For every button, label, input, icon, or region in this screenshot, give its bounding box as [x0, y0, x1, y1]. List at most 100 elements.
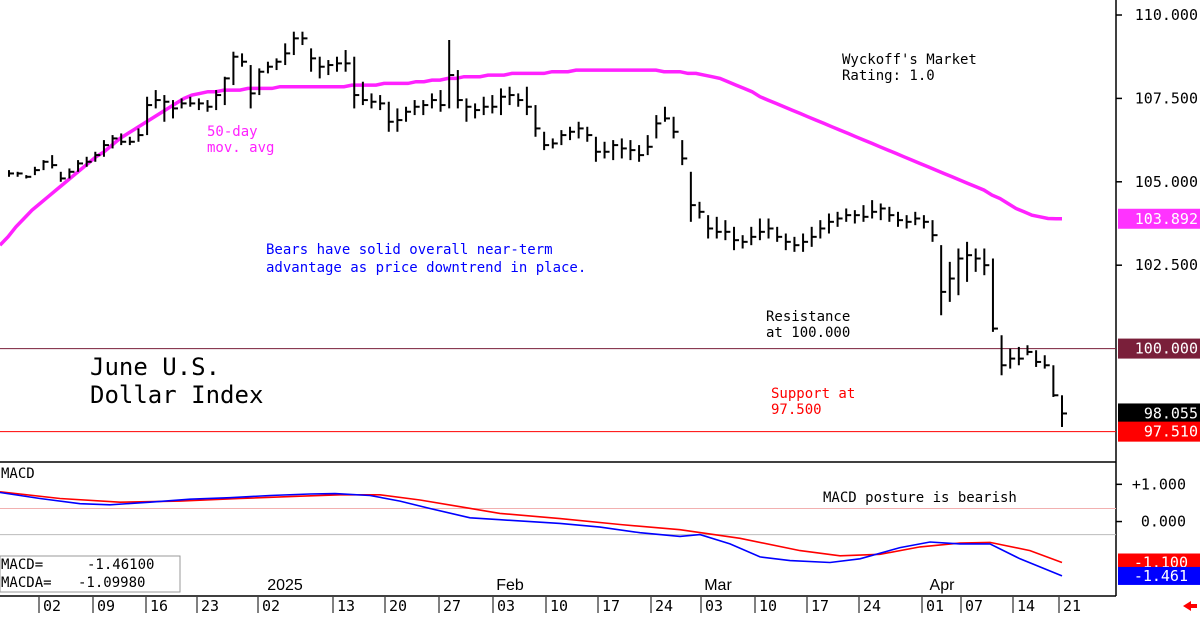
ohlc-bar	[724, 220, 731, 241]
ma-label-line1: 50-day	[207, 124, 258, 140]
ohlc-bar	[1061, 395, 1067, 427]
ohlc-bar	[629, 140, 636, 161]
rating-line1: Wyckoff's Market	[842, 52, 977, 68]
ohlc-bar	[180, 98, 187, 109]
ohlc-bar	[77, 160, 84, 172]
x-day-label: 17	[811, 597, 829, 615]
ohlc-bar	[51, 155, 58, 169]
price-tick-label: 105.000	[1135, 173, 1198, 191]
x-day-label: 10	[550, 597, 568, 615]
macd-tick-label: 0.000	[1141, 513, 1186, 531]
macd-panel-title: MACD	[1, 466, 35, 482]
ohlc-bar	[810, 226, 817, 247]
left-arrow-icon[interactable]	[1183, 601, 1197, 611]
ohlc-bar	[948, 261, 955, 302]
ohlc-bar	[258, 68, 265, 96]
ohlc-bar	[793, 236, 800, 252]
ohlc-bar	[499, 88, 506, 116]
ohlc-bar	[335, 56, 342, 72]
ohlc-bar	[422, 100, 429, 116]
ohlc-bar	[620, 138, 627, 159]
x-day-label: 16	[150, 597, 168, 615]
ohlc-bar	[689, 171, 696, 222]
ohlc-bar	[456, 70, 463, 109]
ohlc-bar	[991, 258, 998, 332]
x-month-label: Mar	[704, 577, 732, 594]
ohlc-bar	[663, 106, 670, 122]
ohlc-bar	[957, 248, 964, 296]
ohlc-bar	[85, 156, 92, 167]
macda-readout-label: MACDA=	[1, 575, 52, 591]
ohlc-bar	[310, 48, 317, 72]
ohlc-bar	[1009, 348, 1016, 369]
x-day-label: 09	[97, 597, 115, 615]
ohlc-bar	[862, 205, 869, 222]
ohlc-bar	[137, 128, 144, 142]
ohlc-bar	[612, 140, 619, 161]
ohlc-bar	[154, 90, 161, 109]
ohlc-bar	[266, 61, 273, 74]
price-tag: 100.000	[1118, 338, 1200, 359]
ohlc-bar	[370, 93, 377, 109]
ohlc-bar	[16, 171, 23, 177]
ohlc-bar	[111, 135, 118, 149]
ohlc-bar	[888, 206, 895, 222]
ohlc-bar	[646, 135, 653, 156]
ohlc-bar	[379, 95, 386, 111]
ohlc-bar	[1017, 346, 1024, 366]
ohlc-bar	[146, 96, 153, 136]
ohlc-bar	[733, 226, 740, 251]
ohlc-bar	[871, 200, 878, 219]
ohlc-bar	[922, 215, 929, 229]
ohlc-bar	[784, 233, 791, 251]
ohlc-bar	[543, 131, 550, 151]
ohlc-bar	[102, 140, 109, 157]
macda-readout-value: -1.09980	[78, 575, 145, 591]
ohlc-bar	[897, 211, 904, 227]
ohlc-bar	[206, 100, 213, 112]
ohlc-bar	[940, 245, 947, 316]
ohlc-bar	[681, 140, 688, 166]
macd-readout-value: -1.46100	[87, 557, 154, 573]
ohlc-bar	[353, 56, 360, 109]
ohlc-bar	[845, 208, 852, 222]
price-tag-label: 98.055	[1144, 404, 1198, 422]
x-day-label: 27	[443, 597, 461, 615]
macd-panel: +1.000 0.000 -1.100-1.461 MACD MACD postu…	[0, 462, 1200, 596]
ohlc-bar	[1052, 365, 1059, 397]
ohlc-bar	[672, 116, 679, 139]
x-day-label: 24	[655, 597, 673, 615]
macd-line	[0, 491, 1063, 577]
x-day-label: 14	[1017, 597, 1035, 615]
ohlc-bar	[853, 210, 860, 224]
ohlc-bar	[560, 130, 567, 146]
ohlc-bar	[482, 96, 489, 116]
macd-readout-box	[0, 555, 181, 593]
ohlc-bar	[120, 133, 127, 146]
ohlc-bar	[249, 65, 256, 109]
ohlc-bar	[292, 31, 299, 56]
ohlc-bar	[974, 248, 981, 272]
ohlc-bar	[361, 81, 368, 106]
ohlc-bar	[508, 86, 515, 106]
price-tag: 97.510	[1118, 421, 1200, 442]
ohlc-bar	[94, 151, 101, 162]
ohlc-bar	[534, 105, 541, 137]
ma50-line	[0, 68, 1062, 247]
ohlc-bar	[966, 241, 973, 282]
price-tag-label: 100.000	[1135, 340, 1198, 358]
ohlc-bar	[42, 160, 49, 171]
ohlc-bar	[603, 141, 610, 159]
ohlc-bar	[776, 226, 783, 242]
x-day-label: 24	[863, 597, 881, 615]
price-tick-label: 110.000	[1135, 6, 1198, 24]
ohlc-bar	[715, 216, 722, 239]
macda-line	[0, 491, 1063, 564]
ohlc-bar	[197, 98, 204, 111]
macd-tag-label: -1.461	[1134, 567, 1188, 585]
price-tag-label: 97.510	[1144, 423, 1198, 441]
ohlc-bar	[430, 93, 437, 109]
resistance-label-line2: at 100.000	[766, 325, 850, 341]
ohlc-bar	[491, 95, 498, 114]
